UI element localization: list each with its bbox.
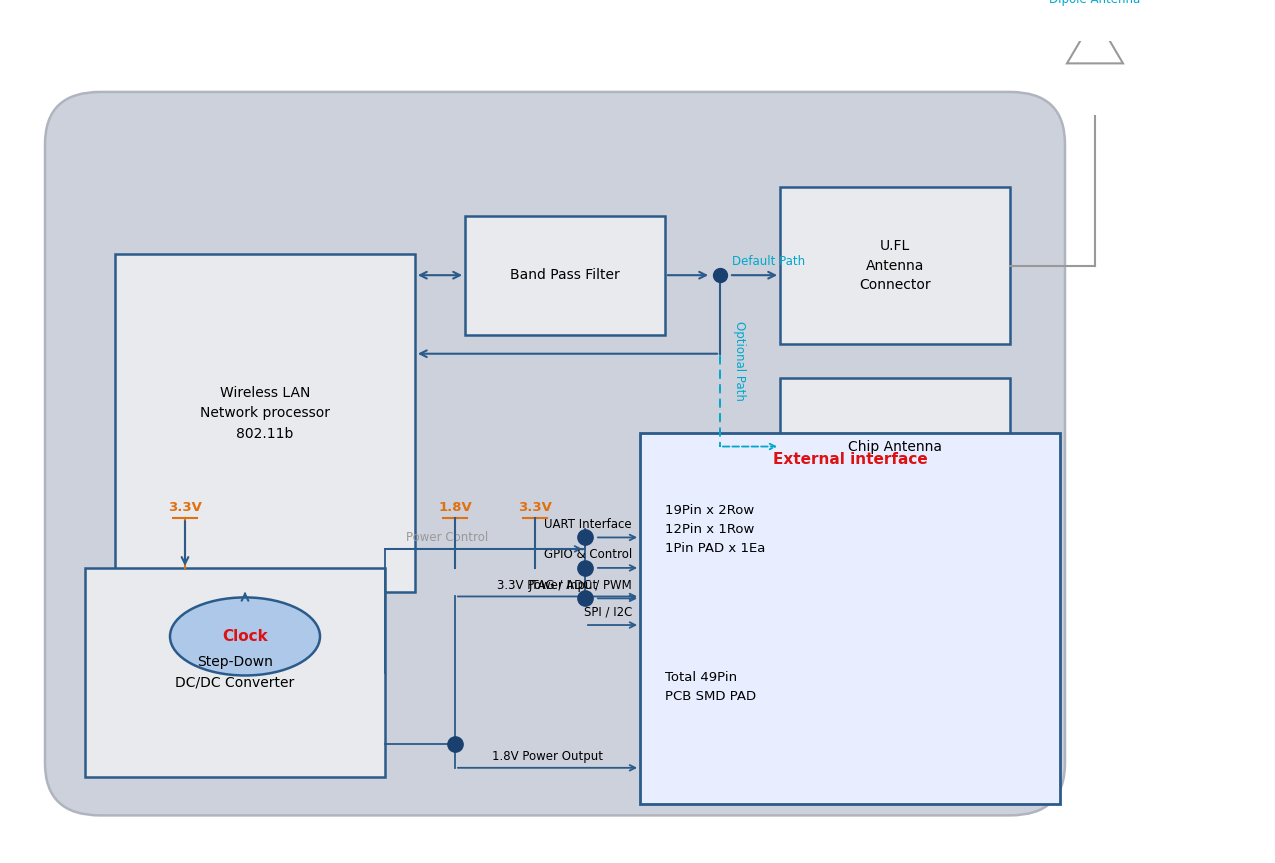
Polygon shape: [1067, 16, 1123, 63]
FancyBboxPatch shape: [640, 432, 1060, 804]
Text: JTAG / ADC / PWM: JTAG / ADC / PWM: [528, 579, 632, 592]
Text: Step-Down
DC/DC Converter: Step-Down DC/DC Converter: [176, 655, 295, 690]
Text: Total 49Pin
PCB SMD PAD: Total 49Pin PCB SMD PAD: [666, 671, 756, 702]
Text: External interface: External interface: [773, 452, 927, 467]
Text: U.FL
Antenna
Connector: U.FL Antenna Connector: [859, 239, 931, 293]
FancyBboxPatch shape: [45, 92, 1065, 816]
FancyBboxPatch shape: [780, 377, 1010, 515]
Text: Power Control: Power Control: [407, 531, 488, 544]
FancyBboxPatch shape: [465, 216, 666, 335]
Text: 3.3V Power Input: 3.3V Power Input: [497, 579, 598, 592]
FancyBboxPatch shape: [115, 254, 414, 592]
Text: UART Interface: UART Interface: [544, 518, 632, 531]
Text: GPIO & Control: GPIO & Control: [543, 548, 632, 561]
Text: 3.3V: 3.3V: [168, 501, 201, 513]
Text: Clock: Clock: [222, 629, 268, 644]
Text: Optional Path: Optional Path: [733, 321, 746, 400]
Text: Chip Antenna: Chip Antenna: [848, 439, 942, 454]
Text: Default Path: Default Path: [732, 255, 805, 268]
Text: SPI / I2C: SPI / I2C: [584, 605, 632, 619]
Text: Dipole Antenna: Dipole Antenna: [1049, 0, 1141, 6]
Ellipse shape: [170, 597, 320, 676]
FancyBboxPatch shape: [780, 187, 1010, 344]
Text: 1.8V Power Output: 1.8V Power Output: [492, 750, 603, 763]
Text: 1.8V: 1.8V: [439, 501, 472, 513]
Text: 19Pin x 2Row
12Pin x 1Row
1Pin PAD x 1Ea: 19Pin x 2Row 12Pin x 1Row 1Pin PAD x 1Ea: [666, 504, 765, 555]
FancyBboxPatch shape: [85, 568, 385, 778]
Text: 3.3V: 3.3V: [518, 501, 552, 513]
Text: Band Pass Filter: Band Pass Filter: [510, 268, 620, 282]
Text: Wireless LAN
Network processor
802.11b: Wireless LAN Network processor 802.11b: [200, 386, 330, 441]
